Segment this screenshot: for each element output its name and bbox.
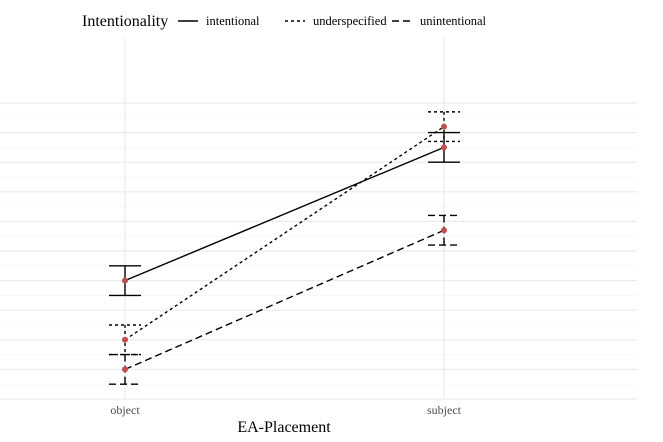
legend-label: underspecified: [313, 14, 387, 28]
data-point: [441, 123, 447, 130]
series-intentional: [109, 131, 460, 297]
series-line-underspecified: [124, 126, 445, 341]
legend-label: intentional: [206, 14, 260, 28]
data-point: [441, 227, 447, 234]
data-point: [122, 366, 128, 373]
x-axis-title: EA-Placement: [237, 419, 331, 436]
legend-item-underspecified: underspecified: [285, 14, 387, 28]
series-underspecified: [109, 111, 460, 356]
legend-title: Intentionality: [82, 13, 168, 30]
data-point: [122, 277, 128, 284]
legend: Intentionality intentional underspecified…: [82, 13, 486, 30]
series-unintentional: [109, 214, 460, 385]
series-line-intentional: [124, 146, 445, 282]
legend-item-intentional: intentional: [178, 14, 260, 28]
x-tick-label: object: [110, 403, 140, 417]
grid: [0, 38, 637, 400]
series-line-unintentional: [124, 229, 445, 371]
x-tick-label: subject: [427, 403, 462, 417]
legend-label: unintentional: [420, 14, 486, 28]
x-tick-labels: object subject: [110, 403, 461, 417]
data-point: [441, 144, 447, 151]
data-point: [122, 336, 128, 343]
series-layer: [109, 111, 460, 385]
legend-item-unintentional: unintentional: [392, 14, 486, 28]
